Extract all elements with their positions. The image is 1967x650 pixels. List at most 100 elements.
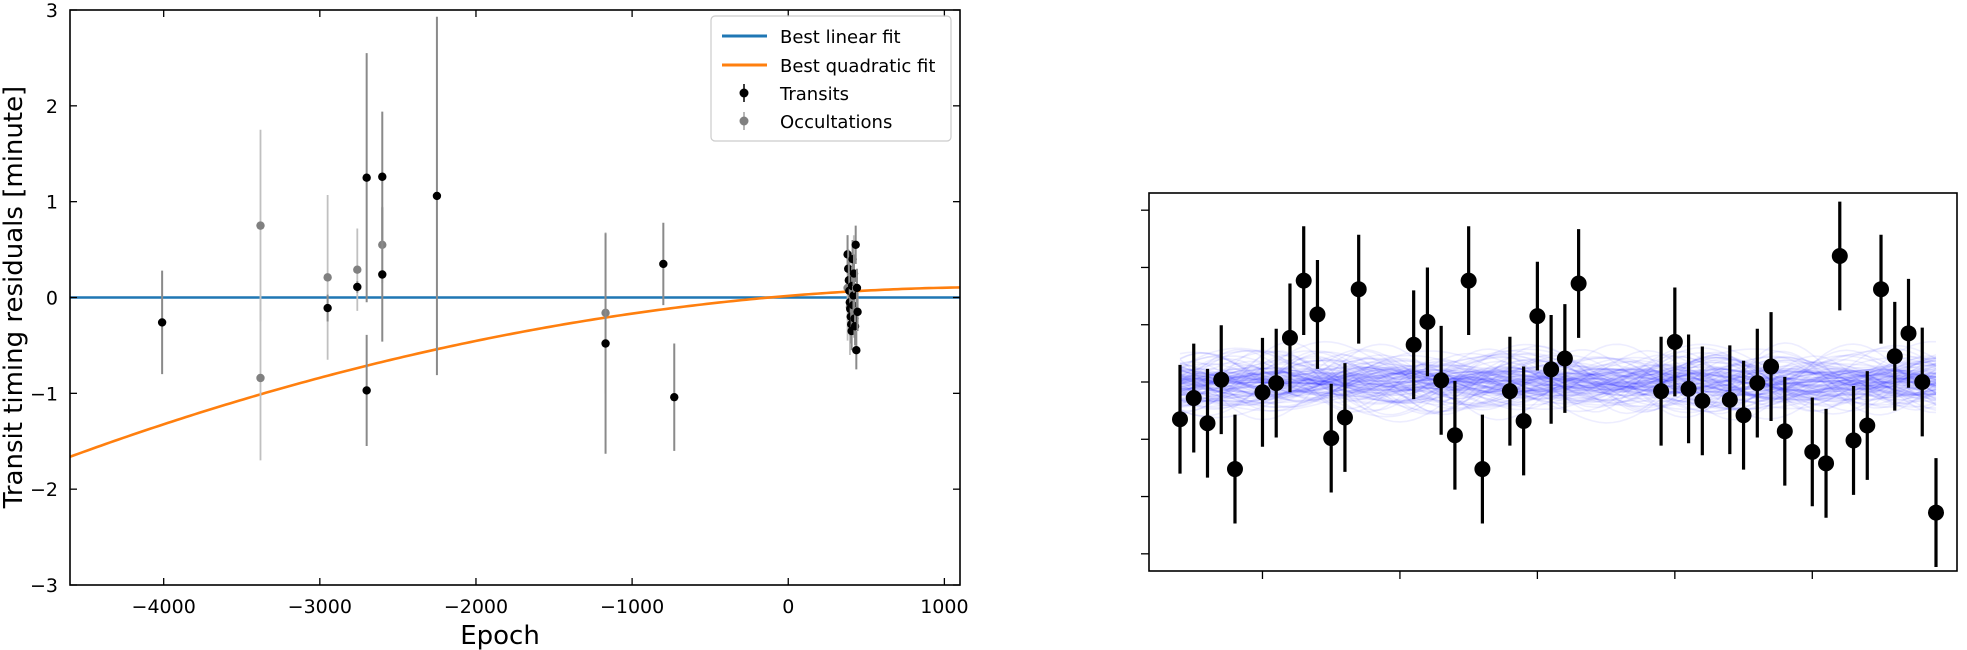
model-realization-curve — [1179, 343, 1937, 421]
legend: Best linear fit Best quadratic fit Trans… — [710, 15, 952, 142]
right-data-point — [1735, 407, 1752, 424]
model-realization-curve — [1179, 349, 1937, 413]
model-realization-curve — [1179, 374, 1937, 389]
model-realization-curve — [1179, 356, 1937, 411]
right-data-point — [1570, 275, 1587, 292]
model-realization-curve — [1179, 356, 1937, 409]
model-realization-curve — [1179, 364, 1937, 400]
legend-occultations-marker — [739, 116, 749, 126]
model-realization-curve — [1179, 367, 1937, 398]
right-data-point — [1336, 409, 1353, 426]
quadratic-fit-line — [70, 286, 960, 459]
right-data-point — [1295, 272, 1312, 289]
model-realization-curve — [1179, 361, 1937, 402]
model-realization-curve — [1179, 379, 1937, 385]
model-realization-curve — [1179, 366, 1937, 397]
x-tick-label: 0 — [782, 596, 794, 618]
model-realization-curve — [1179, 367, 1937, 397]
model-realization-curve — [1179, 351, 1937, 409]
transit-point — [670, 392, 679, 402]
model-realization-curve — [1179, 367, 1937, 397]
right-data-point — [1928, 504, 1944, 521]
model-realization-curve — [1179, 348, 1937, 416]
model-realization-curve — [1179, 345, 1937, 415]
model-realization-curve — [1179, 370, 1937, 394]
y-tick-label: −1 — [30, 383, 58, 405]
legend-quadratic-label: Best quadratic fit — [780, 56, 935, 77]
legend-transits-label: Transits — [779, 84, 849, 105]
model-realization-curve — [1179, 352, 1937, 414]
occultation-point — [256, 221, 265, 230]
left-chart: −4000 −3000 −2000 −1000 0 1000 −3 −2 −1 0 1 2 3 Epo… — [0, 0, 969, 650]
right-data-point — [1268, 375, 1285, 392]
left-x-ticks: −4000 −3000 −2000 −1000 0 1000 — [132, 10, 969, 618]
y-tick-label: 1 — [46, 192, 58, 214]
transit-point — [323, 303, 332, 313]
transit-point — [853, 307, 862, 317]
y-tick-label: −3 — [30, 575, 58, 597]
model-realization-curve — [1179, 377, 1937, 387]
model-realization-curve — [1179, 368, 1937, 403]
right-data-point — [1776, 423, 1793, 440]
model-realization-curve — [1179, 353, 1937, 412]
model-realization-curve — [1179, 354, 1937, 413]
right-data-point — [1556, 350, 1573, 367]
model-realization-curve — [1179, 374, 1937, 391]
model-realization-curve — [1179, 365, 1937, 397]
right-data-point — [1818, 455, 1835, 472]
model-realization-curve — [1179, 367, 1937, 397]
model-realization-curve — [1179, 364, 1937, 398]
right-ticks — [1141, 209, 1813, 579]
right-data-point — [1474, 461, 1491, 478]
transit-point — [432, 191, 442, 201]
occultation-point — [256, 373, 265, 383]
model-realization-curve — [1179, 355, 1937, 407]
x-tick-label: 1000 — [920, 596, 968, 618]
right-chart — [1141, 192, 1958, 579]
model-realization-curve — [1179, 348, 1937, 415]
model-realization-curve — [1179, 368, 1937, 397]
model-realization-curve — [1179, 371, 1937, 393]
model-realization-curve — [1179, 355, 1937, 408]
model-realization-curve — [1179, 340, 1936, 418]
model-realization-curve — [1179, 370, 1937, 395]
model-realization-curve — [1179, 368, 1937, 397]
model-realization-curve — [1179, 359, 1937, 403]
right-data-point — [1666, 333, 1683, 350]
right-data-point — [1680, 380, 1697, 397]
transit-point — [852, 346, 861, 355]
model-realization-curve — [1179, 371, 1937, 393]
legend-linear-label: Best linear fit — [780, 27, 901, 48]
transit-point — [378, 270, 387, 279]
model-realization-curve — [1179, 369, 1937, 396]
model-realization-curve — [1179, 361, 1937, 403]
occultation-point — [353, 265, 362, 274]
model-realization-curve — [1179, 350, 1937, 414]
model-realization-curve — [1179, 369, 1937, 394]
model-realization-curve — [1179, 369, 1937, 395]
model-realization-curve — [1179, 364, 1937, 400]
model-realization-curve — [1179, 359, 1937, 409]
model-realization-curve — [1179, 358, 1937, 404]
transit-point — [851, 240, 860, 249]
model-realization-curve — [1179, 362, 1937, 402]
right-data-point — [1323, 430, 1340, 447]
model-realization-curve — [1179, 371, 1937, 392]
right-data-point — [1515, 412, 1532, 429]
left-y-axis-label: Transit timing residuals [minute] — [0, 86, 29, 509]
right-data-point — [1172, 411, 1188, 428]
right-data-point — [1694, 392, 1711, 409]
model-realization-curve — [1179, 356, 1937, 408]
transit-point — [353, 282, 362, 292]
transit-point — [849, 291, 858, 300]
model-realization-curve — [1179, 363, 1937, 401]
model-realization-curve — [1179, 368, 1937, 396]
model-realization-curve — [1179, 355, 1937, 404]
right-data-point — [1859, 417, 1876, 434]
right-data-point — [1405, 336, 1422, 353]
model-realization-curve — [1179, 368, 1937, 397]
model-realization-curve — [1179, 362, 1937, 401]
model-realization-curve — [1179, 372, 1937, 393]
right-data-point — [1900, 325, 1917, 342]
